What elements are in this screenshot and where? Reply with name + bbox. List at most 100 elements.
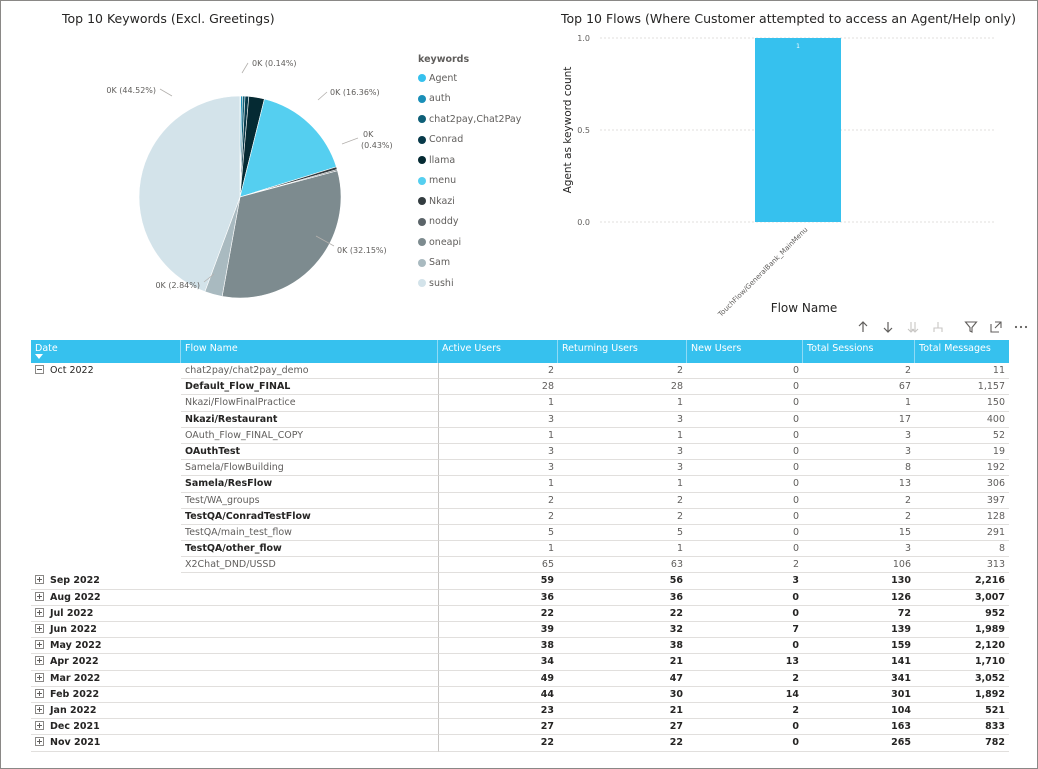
- total-messages-cell: 1,989: [915, 622, 1009, 639]
- table-row[interactable]: Jan 2022 23 21 2 104 521: [31, 702, 1009, 720]
- flows-bar-chart[interactable]: 0.00.51.01TouchFlow/GeneralBank_MainMenu…: [556, 28, 1016, 320]
- table-row[interactable]: Dec 2021 27 27 0 163 833: [31, 719, 1009, 736]
- table-row[interactable]: TestQA/ConradTestFlow 2 2 0 2 128: [31, 508, 1009, 525]
- table-row[interactable]: TestQA/main_test_flow 5 5 0 15 291: [31, 524, 1009, 542]
- expand-hierarchy-icon[interactable]: [925, 318, 950, 336]
- new-users-cell: 0: [687, 493, 803, 509]
- expand-icon[interactable]: [35, 721, 44, 731]
- new-users-cell: 0: [687, 590, 803, 606]
- table-row[interactable]: Default_Flow_FINAL 28 28 0 67 1,157: [31, 379, 1009, 396]
- table-row[interactable]: Jun 2022 39 32 7 139 1,989: [31, 622, 1009, 639]
- expand-icon[interactable]: [35, 624, 44, 633]
- table-row[interactable]: Mar 2022 49 47 2 341 3,052: [31, 670, 1009, 687]
- returning-users-cell: 21: [558, 703, 687, 720]
- new-users-cell: 0: [687, 509, 803, 525]
- legend-item[interactable]: Sam: [418, 253, 538, 274]
- table-row[interactable]: Nkazi/FlowFinalPractice 1 1 0 1 150: [31, 395, 1009, 412]
- expand-icon[interactable]: [35, 688, 44, 698]
- expand-icon[interactable]: [35, 672, 44, 682]
- legend-item[interactable]: sushi: [418, 273, 538, 294]
- total-messages-cell: 400: [915, 412, 1009, 428]
- legend-item[interactable]: Conrad: [418, 130, 538, 151]
- filter-icon[interactable]: [958, 318, 983, 336]
- table-row[interactable]: Feb 2022 44 30 14 301 1,892: [31, 686, 1009, 703]
- table-row[interactable]: X2Chat_DND/USSD 65 63 2 106 313: [31, 557, 1009, 574]
- expand-icon[interactable]: [35, 607, 44, 617]
- new-users-cell: 13: [687, 654, 803, 671]
- table-row[interactable]: Nov 2021 22 22 0 265 782: [31, 735, 1009, 752]
- active-users-cell: 3: [438, 443, 558, 461]
- table-row[interactable]: Samela/ResFlow 1 1 0 13 306: [31, 476, 1009, 493]
- pie-slice-sushi[interactable]: [138, 95, 241, 293]
- new-users-cell: 0: [687, 606, 803, 622]
- date-label: Jul 2022: [50, 607, 94, 619]
- table-row[interactable]: Oct 2022 chat2pay/chat2pay_demo 2 2 0 2 11: [31, 363, 1009, 380]
- legend-swatch: [418, 74, 426, 83]
- total-sessions-cell: 3: [803, 541, 915, 558]
- column-header-flow-name[interactable]: Flow Name: [181, 340, 438, 363]
- expand-icon[interactable]: [35, 591, 44, 601]
- arrow-up-icon[interactable]: [850, 318, 875, 336]
- table-row[interactable]: TestQA/other_flow 1 1 0 3 8: [31, 541, 1009, 558]
- returning-users-cell: 1: [558, 428, 687, 444]
- legend-item[interactable]: oneapi: [418, 232, 538, 253]
- table-row[interactable]: Aug 2022 36 36 0 126 3,007: [31, 589, 1009, 606]
- legend-item[interactable]: noddy: [418, 212, 538, 233]
- legend-item[interactable]: auth: [418, 89, 538, 110]
- keywords-pie-chart[interactable]: 0K (0.14%) 0K (16.36%) 0K (0.43%) 0K (32.15%…: [90, 40, 410, 300]
- arrow-down-icon[interactable]: [875, 318, 900, 336]
- table-row[interactable]: Nkazi/Restaurant 3 3 0 17 400: [31, 411, 1009, 428]
- column-header-date[interactable]: Date: [31, 340, 181, 363]
- table-row[interactable]: Jul 2022 22 22 0 72 952: [31, 605, 1009, 622]
- table-row[interactable]: OAuthTest 3 3 0 3 19: [31, 443, 1009, 461]
- active-users-cell: 27: [438, 719, 558, 736]
- pie-slice-oneapi[interactable]: [221, 170, 342, 299]
- double-arrow-down-icon[interactable]: [900, 318, 925, 336]
- expand-icon[interactable]: [35, 704, 44, 714]
- table-row[interactable]: Apr 2022 34 21 13 141 1,710: [31, 654, 1009, 671]
- total-sessions-cell: 301: [803, 687, 915, 703]
- returning-users-cell: 21: [558, 654, 687, 671]
- expand-icon[interactable]: [35, 737, 44, 747]
- date-cell: [31, 525, 181, 541]
- returning-users-cell: 63: [558, 557, 687, 574]
- returning-users-cell: 2: [558, 493, 687, 509]
- pie-slice-menu[interactable]: [239, 98, 337, 198]
- column-header-total-messages[interactable]: Total Messages: [919, 343, 991, 354]
- legend-item[interactable]: llama: [418, 150, 538, 171]
- new-users-cell: 0: [687, 638, 803, 655]
- legend-item[interactable]: menu: [418, 171, 538, 192]
- returning-users-cell: 2: [558, 509, 687, 525]
- table-row[interactable]: Samela/FlowBuilding 3 3 0 8 192: [31, 460, 1009, 477]
- expand-icon[interactable]: [35, 575, 44, 585]
- total-messages-cell: 1,892: [915, 687, 1009, 703]
- bar[interactable]: [755, 38, 841, 222]
- y-tick-label: 0.0: [577, 218, 590, 227]
- column-header-active-users[interactable]: Active Users: [438, 340, 558, 363]
- new-users-cell: 0: [687, 525, 803, 542]
- table-row[interactable]: May 2022 38 38 0 159 2,120: [31, 638, 1009, 655]
- table-row[interactable]: OAuth_Flow_FINAL_COPY 1 1 0 3 52: [31, 427, 1009, 444]
- legend-item[interactable]: chat2pay,Chat2Pay: [418, 109, 538, 130]
- expand-icon[interactable]: [35, 656, 44, 666]
- new-users-cell: 2: [687, 671, 803, 687]
- legend-item[interactable]: Agent: [418, 68, 538, 89]
- y-axis-title: Agent as keyword count: [562, 67, 574, 194]
- table-row[interactable]: Sep 2022 59 56 3 130 2,216: [31, 573, 1009, 590]
- more-options-icon[interactable]: [1008, 318, 1033, 336]
- flow-name-cell: OAuth_Flow_FINAL_COPY: [181, 428, 438, 444]
- expand-icon[interactable]: [35, 640, 44, 650]
- total-sessions-cell: 3: [803, 444, 915, 461]
- y-tick-label: 0.5: [577, 126, 590, 135]
- column-header-total-sessions[interactable]: Total Sessions: [803, 340, 915, 363]
- column-header-new-users[interactable]: New Users: [687, 340, 803, 363]
- column-header-returning-users[interactable]: Returning Users: [558, 340, 687, 363]
- collapse-icon[interactable]: [35, 365, 44, 374]
- pie-chart-title: Top 10 Keywords (Excl. Greetings): [62, 11, 275, 26]
- legend-item[interactable]: Nkazi: [418, 191, 538, 212]
- focus-mode-icon[interactable]: [983, 318, 1008, 336]
- returning-users-cell: 5: [558, 525, 687, 542]
- legend-label: Agent: [429, 72, 458, 84]
- table-row[interactable]: Test/WA_groups 2 2 0 2 397: [31, 492, 1009, 509]
- flow-name-cell: [181, 622, 438, 639]
